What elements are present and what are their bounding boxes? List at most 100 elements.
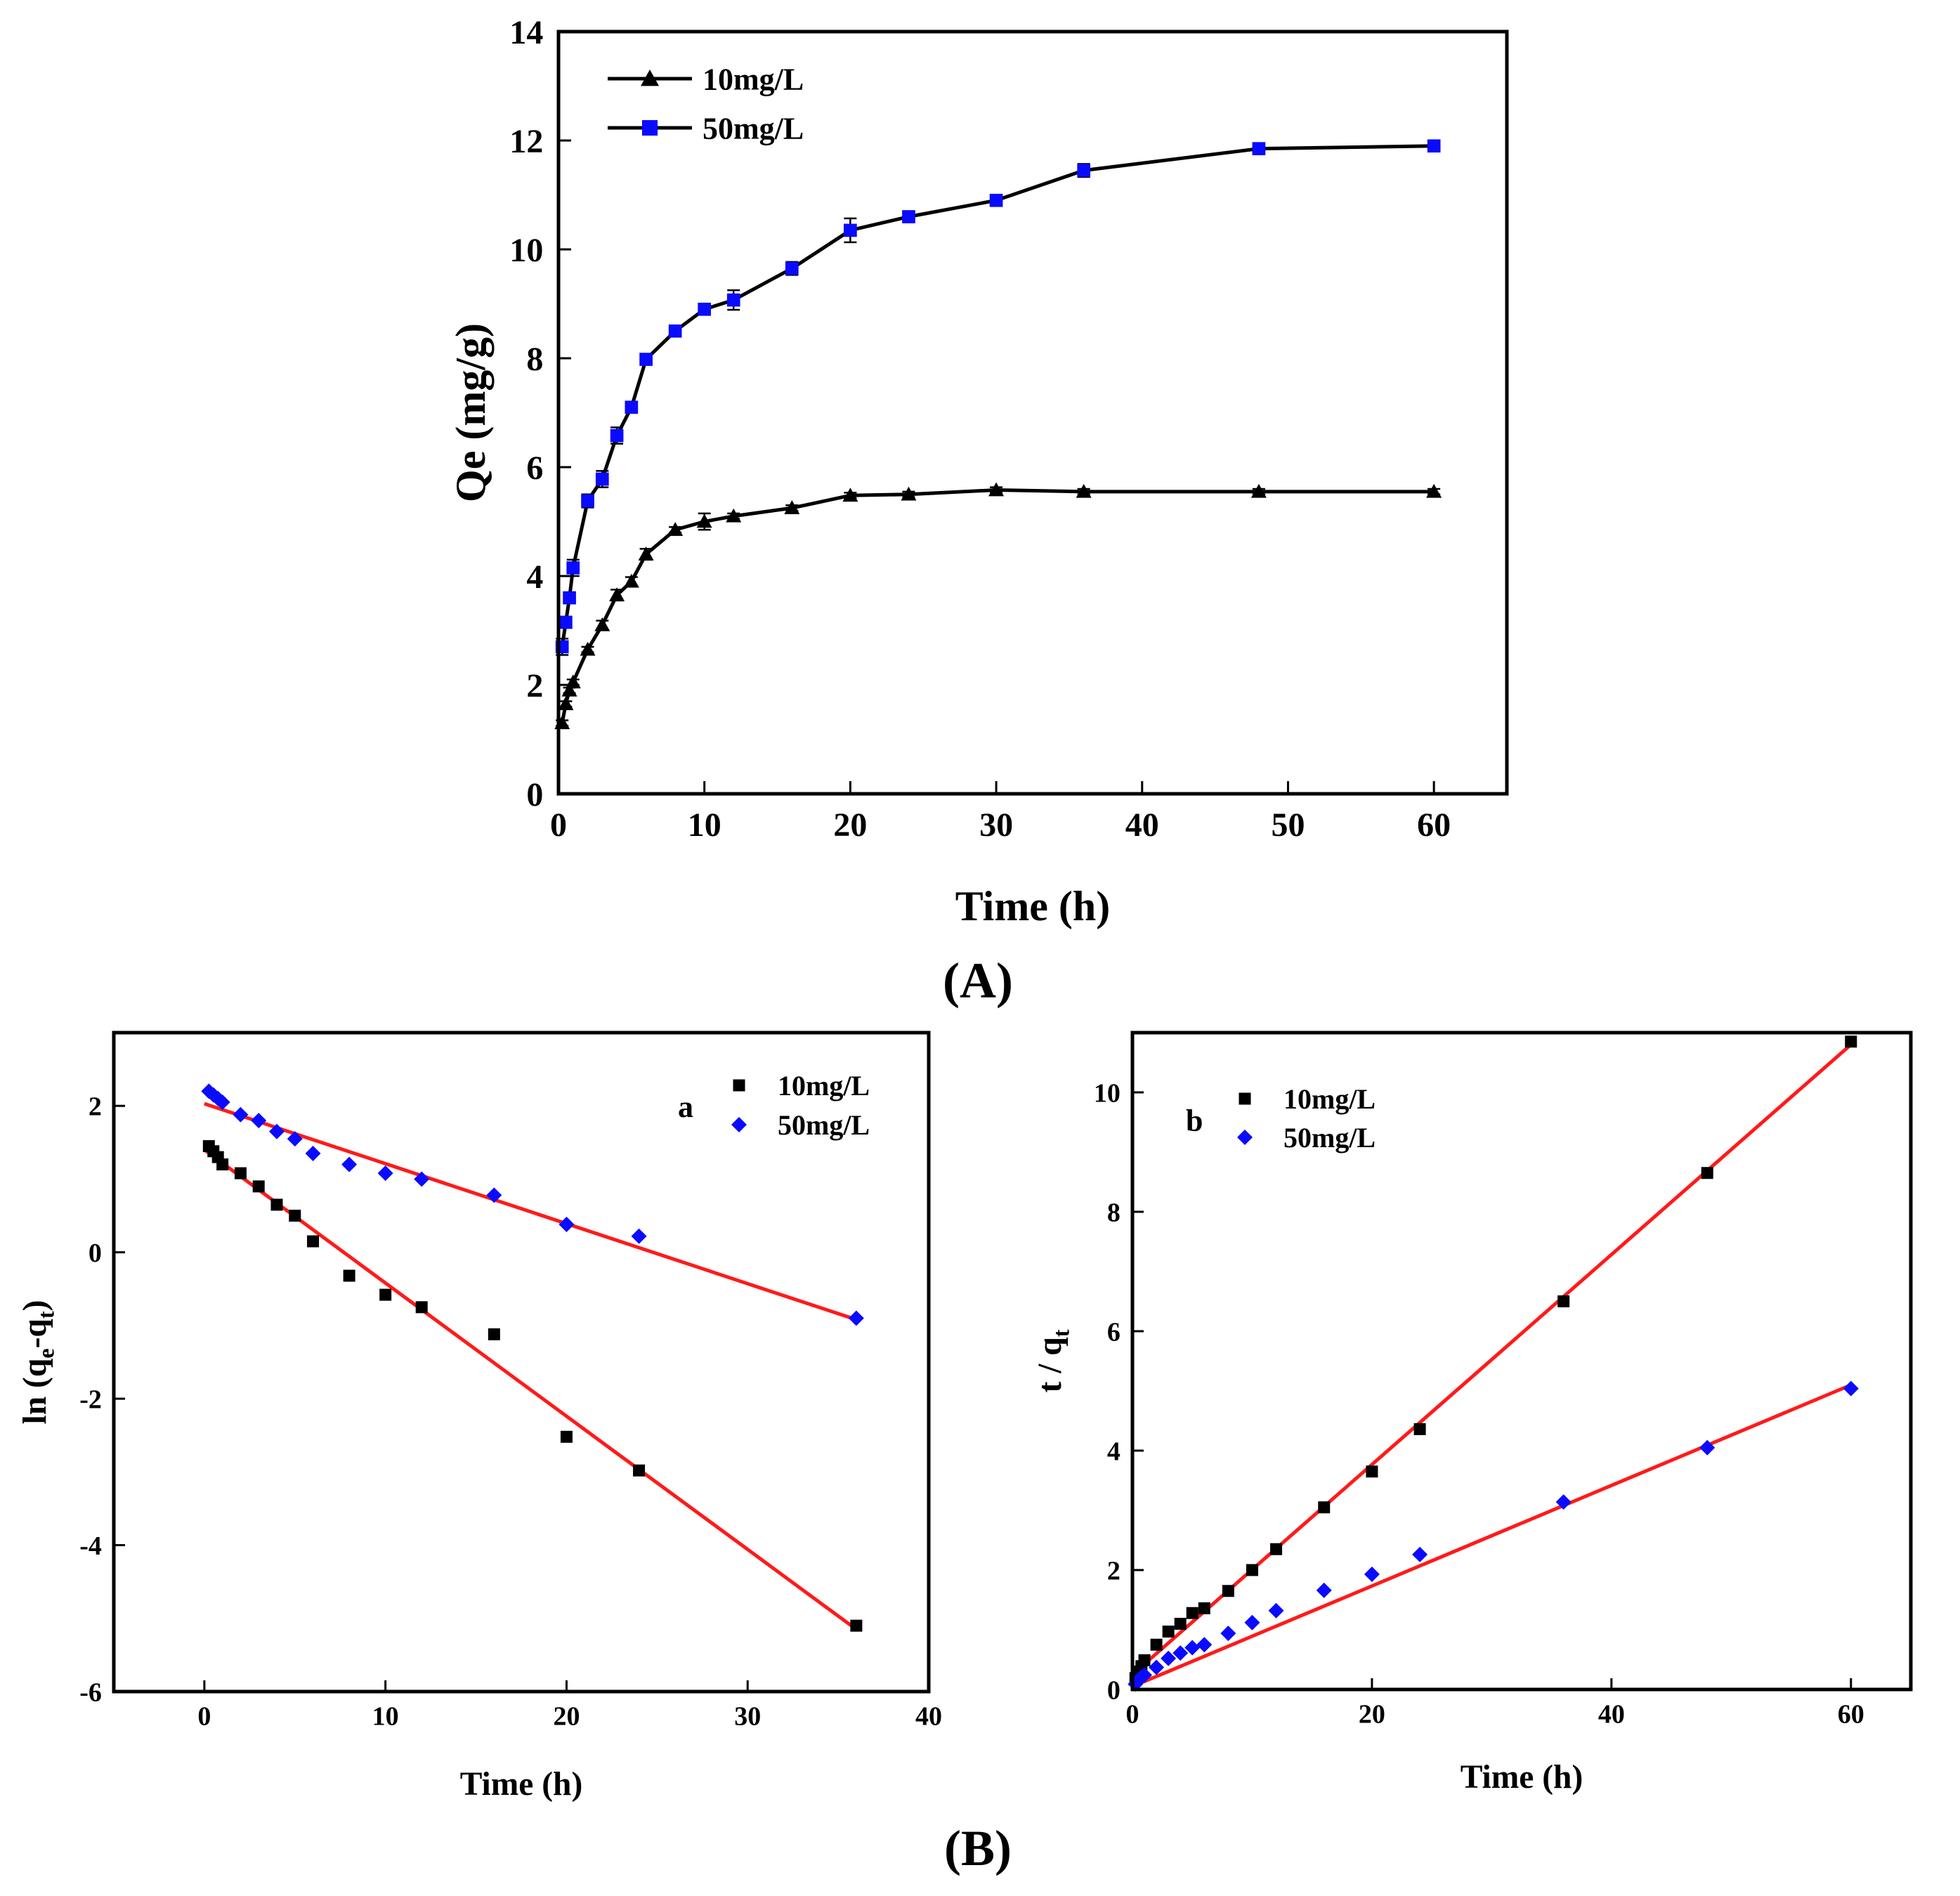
data-point: [623, 573, 639, 588]
legend-marker: [1237, 1130, 1253, 1145]
y-axis-label-part: t: [1048, 1329, 1073, 1337]
data-point: [988, 482, 1005, 497]
data-point: [558, 696, 574, 710]
data-point: [1557, 1295, 1570, 1307]
data-point: [1138, 1654, 1151, 1666]
y-axis-label-part: -q: [17, 1319, 53, 1348]
data-point: [1149, 1659, 1165, 1675]
panel-letter: b: [1186, 1104, 1203, 1138]
data-point: [1843, 1380, 1859, 1397]
x-tick-label: 10: [688, 806, 721, 844]
legend-marker: [731, 1117, 747, 1132]
x-tick-label: 30: [734, 1702, 761, 1732]
data-point: [698, 302, 712, 316]
y-axis-label-part: ln (q: [17, 1359, 53, 1425]
data-point: [233, 1106, 249, 1123]
panel-a-caption: (A): [943, 953, 1013, 1009]
y-tick-label: 2: [89, 1092, 102, 1122]
data-point: [1076, 483, 1092, 498]
data-point: [486, 1187, 502, 1203]
data-point: [901, 486, 917, 501]
x-tick-label: 40: [1125, 806, 1159, 844]
data-point: [595, 472, 609, 486]
y-tick-label: 8: [1107, 1198, 1121, 1227]
data-point: [307, 1235, 320, 1248]
data-point: [1174, 1618, 1187, 1630]
series-line: [560, 488, 1435, 724]
y-axis-label: Qe (mg/g): [447, 323, 494, 502]
y-tick-label: 4: [526, 558, 543, 596]
y-axis-label: t / qt: [1032, 1329, 1073, 1392]
y-tick-label: -2: [79, 1385, 102, 1414]
data-point: [1268, 1602, 1284, 1619]
data-point: [850, 1619, 863, 1632]
data-point: [625, 400, 639, 414]
data-point: [289, 1210, 301, 1222]
y-tick-label: 10: [1094, 1078, 1121, 1108]
y-tick-label: -4: [79, 1531, 102, 1561]
data-point: [560, 1430, 573, 1443]
data-point: [581, 494, 594, 508]
data-point: [1172, 1645, 1189, 1661]
legend-label: 50mg/L: [778, 1109, 870, 1141]
legend-label: 10mg/L: [703, 62, 804, 96]
data-point: [1150, 1638, 1163, 1651]
y-tick-label: 8: [526, 341, 543, 378]
y-tick-label: 0: [526, 776, 543, 813]
y-tick-label: 14: [509, 14, 543, 51]
data-point: [554, 715, 570, 730]
data-point: [902, 210, 915, 223]
chart-b-pseudo-second-order: 0 20 40 60 0 2 4 6 8 10 Time (h) t / qt 10mg/L 50mg/L…: [1032, 1031, 1913, 1796]
fit-line: [1132, 1383, 1852, 1689]
data-point: [1426, 483, 1442, 498]
data-point: [609, 587, 625, 601]
data-point: [1246, 1564, 1258, 1576]
data-point: [305, 1145, 321, 1161]
data-point: [668, 324, 682, 338]
data-point: [848, 1310, 864, 1326]
data-point: [580, 641, 596, 656]
data-point: [1196, 1637, 1213, 1653]
data-point: [1220, 1626, 1236, 1642]
data-point: [1427, 139, 1441, 153]
data-point: [1252, 142, 1266, 155]
data-point: [631, 1228, 647, 1244]
legend-marker: [641, 119, 658, 136]
data-point: [1701, 1167, 1713, 1179]
data-point: [1845, 1035, 1857, 1048]
data-point: [1186, 1607, 1198, 1619]
x-tick-label: 10: [372, 1702, 399, 1732]
data-point: [638, 547, 654, 561]
x-tick-label: 60: [1417, 806, 1451, 844]
data-point: [633, 1464, 646, 1477]
data-point: [270, 1198, 283, 1211]
data-point: [696, 514, 712, 528]
data-point: [610, 429, 624, 443]
y-tick-label: 12: [509, 123, 543, 160]
y-tick-label: 0: [1107, 1675, 1121, 1705]
legend-label: 10mg/L: [1283, 1083, 1376, 1115]
plot-frame: [1130, 1031, 1913, 1692]
data-point: [1184, 1640, 1201, 1656]
legend-marker: [733, 1079, 745, 1092]
data-point: [561, 682, 577, 697]
x-axis-label: Time (h): [955, 883, 1111, 929]
x-tick-label: 0: [550, 806, 567, 844]
y-axis-label: ln (qe-qt): [17, 1300, 58, 1425]
x-axis-label: Time (h): [460, 1766, 583, 1803]
data-point: [1555, 1494, 1572, 1510]
data-point: [1270, 1543, 1283, 1555]
plot-frame: [556, 30, 1509, 796]
data-point: [558, 1217, 575, 1233]
y-tick-label: 2: [1107, 1556, 1121, 1586]
data-point: [1077, 164, 1091, 177]
data-point: [1413, 1423, 1426, 1435]
data-point: [251, 1113, 267, 1129]
data-point: [287, 1131, 303, 1147]
data-point: [269, 1123, 285, 1139]
data-point: [216, 1158, 229, 1171]
data-point: [488, 1328, 500, 1340]
legend-marker: [1239, 1092, 1251, 1105]
data-point: [1161, 1650, 1177, 1666]
